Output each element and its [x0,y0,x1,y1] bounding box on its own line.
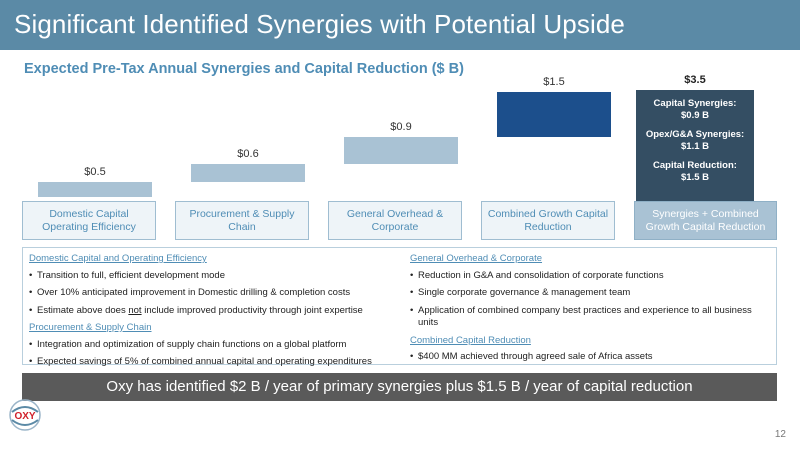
details-panel: Domestic Capital and Operating Efficienc… [22,247,777,367]
bullet-text: Application of combined company best pra… [418,304,752,329]
chart-data-label: $1.5 [543,76,565,88]
bullet-text: Integration and optimization of supply c… [37,338,347,350]
chart-bar [191,164,305,182]
bullet-item: • Transition to full, efficient developme… [29,270,401,283]
bullet-glyph: • [29,269,33,281]
category-label: Synergies + Combined [652,207,759,220]
bullet-text: Single corporate governance & management… [418,287,631,298]
details-left-column: Domestic Capital and Operating Efficienc… [29,253,401,374]
bullet-item: • Single corporate governance & managemen… [410,287,770,300]
chart-bar [38,182,152,197]
title-bar: Significant Identified Synergies with Po… [0,0,800,50]
category-label: Reduction [524,220,572,233]
bullet-glyph: • [29,287,33,298]
category-label: General Overhead & [346,207,444,220]
page-number: 12 [774,429,786,440]
category-label: Procurement & Supply Chain [189,207,295,233]
chart-subtitle: Expected Pre-Tax Annual Synergies and Ca… [24,61,464,77]
category-label: Domestic Capital [49,207,129,220]
total-breakdown-line: Opex/G&A Synergies: [645,129,745,140]
category-domestic-capital: Domestic Capital Operating Efficiency [22,201,156,240]
category-label: Operating Efficiency [42,220,136,233]
details-right-column: General Overhead & Corporate • Reduction … [410,253,770,369]
bullet-glyph: • [29,356,33,367]
section-heading: General Overhead & Corporate [410,253,543,264]
bullet-item: • Application of combined company best pr… [410,305,770,330]
total-breakdown-line: Capital Synergies: [653,98,737,109]
category-general-overhead: General Overhead & Corporate [328,201,462,240]
bullet-glyph: • [410,304,414,316]
category-label: Growth Capital Reduction [645,220,766,233]
bullet-glyph: • [410,351,414,362]
bullet-item: • Reduction in G&A and consolidation of c… [410,270,770,283]
category-label: Combined Growth Capital [487,207,609,220]
category-total: Synergies + Combined Growth Capital Reduc… [634,201,777,240]
category-combined-growth: Combined Growth Capital Reduction [481,201,615,240]
chart-data-label: $0.9 [390,121,412,133]
chart-data-label: $0.6 [237,148,259,160]
bullet-glyph: • [29,338,33,350]
bullet-item: • Estimate above does not include improve… [29,305,401,318]
total-breakdown-line: $1.1 B [681,141,709,152]
category-row: Domestic Capital Operating Efficiency Pro… [22,201,777,240]
total-breakdown-box: Capital Synergies: $0.9 B Opex/G&A Syner… [636,90,754,201]
synergy-waterfall-chart: $0.5 $0.6 $0.9 $1.5 [0,68,800,200]
page-title: Significant Identified Synergies with Po… [14,9,625,39]
bullet-item: • Over 10% anticipated improvement in Dom… [29,287,401,300]
total-breakdown-line: $0.9 B [681,110,709,121]
bullet-text-underlined: not [128,304,142,316]
bullet-item: • Expected savings of 5% of combined annu… [29,356,401,369]
total-breakdown-line: $1.5 B [681,172,709,183]
section-heading: Procurement & Supply Chain [29,322,152,333]
bullet-item: • Integration and optimization of supply … [29,339,401,352]
bullet-item: • $400 MM achieved through agreed sale of… [410,351,770,364]
bullet-text: Transition to full, efficient developmen… [37,269,225,281]
chart-bar [344,137,458,164]
total-breakdown-line: Capital Reduction: [653,160,737,171]
logo-text: OXY [14,411,35,422]
bullet-glyph: • [29,304,33,316]
bullet-text: Over 10% anticipated improvement in Dome… [37,287,351,298]
chart-bar [497,92,611,137]
bullet-text: Expected savings of 5% of combined annua… [37,356,372,367]
category-procurement: Procurement & Supply Chain [175,201,309,240]
bullet-text: Reduction in G&A and consolidation of co… [418,269,664,281]
oxy-logo-icon: OXY [9,399,41,431]
section-heading: Domestic Capital and Operating Efficienc… [29,253,207,264]
bullet-text: Estimate above does [37,304,129,316]
chart-data-label: $0.5 [84,166,106,178]
bullet-text: include improved productivity through jo… [141,304,363,316]
bullet-text: $400 MM achieved through agreed sale of … [418,351,653,362]
total-label: $3.5 [684,74,706,86]
summary-banner: Oxy has identified $2 B / year of primar… [22,373,777,401]
section-heading: Combined Capital Reduction [410,334,531,346]
bullet-glyph: • [410,269,414,281]
category-label: Corporate [371,220,419,233]
bullet-glyph: • [410,287,414,298]
